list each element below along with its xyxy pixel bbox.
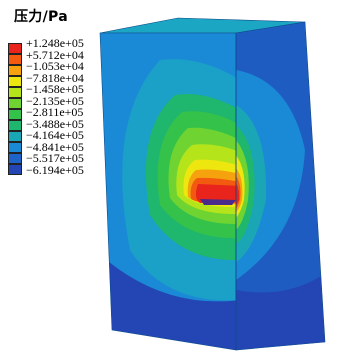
legend-label: −2.135e+05 (26, 93, 84, 108)
legend-label: −1.053e+04 (26, 59, 84, 73)
legend-label: −2.811e+05 (26, 105, 84, 119)
color-legend-bar (8, 42, 22, 175)
legend-label: −6.194e+05 (26, 162, 84, 177)
legend-label: −3.488e+05 (26, 116, 84, 131)
front-face (100, 33, 236, 350)
legend-label: −7.818e+04 (26, 70, 84, 85)
legend-swatch (8, 163, 22, 175)
legend-label: +1.248e+05 (26, 36, 84, 50)
legend-label: −4.841e+05 (26, 139, 84, 154)
color-legend-labels: +1.248e+05 +5.712e+04 −1.053e+04 −7.818e+04… (26, 36, 84, 177)
legend-label: −5.517e+05 (26, 151, 84, 165)
legend-label: +5.712e+04 (26, 47, 84, 62)
side-face (236, 22, 325, 350)
legend-title: 压力/Pa (14, 9, 68, 25)
legend-label: −4.164e+05 (26, 128, 84, 142)
legend-label: −1.458e+05 (26, 82, 84, 96)
